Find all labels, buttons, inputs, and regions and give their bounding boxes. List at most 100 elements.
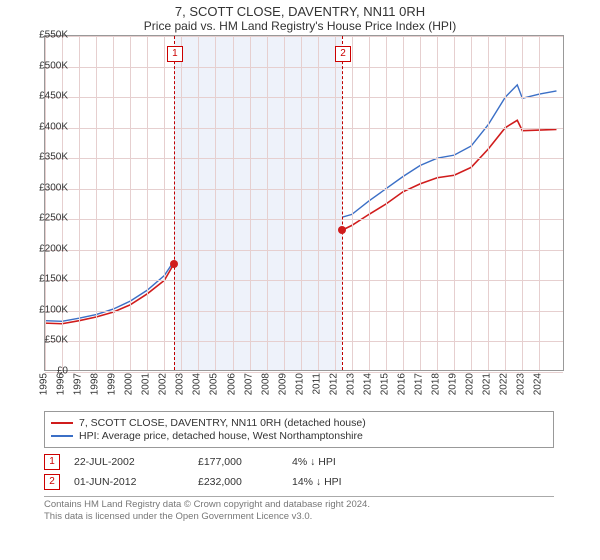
grid-line-v bbox=[250, 36, 251, 370]
legend-row: HPI: Average price, detached house, West… bbox=[51, 430, 547, 442]
x-axis-label: 2014 bbox=[362, 373, 373, 395]
footer-line: This data is licensed under the Open Gov… bbox=[44, 511, 590, 523]
y-axis-label: £50K bbox=[28, 335, 68, 346]
x-axis-label: 1999 bbox=[107, 373, 118, 395]
annotation-delta: 14% ↓ HPI bbox=[292, 476, 402, 488]
separator bbox=[44, 496, 554, 497]
annotation-row: 2 01-JUN-2012 £232,000 14% ↓ HPI bbox=[44, 472, 554, 492]
y-axis-label: £350K bbox=[28, 152, 68, 163]
page-title: 7, SCOTT CLOSE, DAVENTRY, NN11 0RH bbox=[0, 0, 600, 19]
x-axis-label: 2022 bbox=[499, 373, 510, 395]
y-axis-label: £100K bbox=[28, 304, 68, 315]
grid-line-v bbox=[284, 36, 285, 370]
page-subtitle: Price paid vs. HM Land Registry's House … bbox=[0, 19, 600, 35]
x-axis-label: 2010 bbox=[294, 373, 305, 395]
y-axis-label: £550K bbox=[28, 30, 68, 41]
grid-line-v bbox=[96, 36, 97, 370]
y-axis-label: £400K bbox=[28, 121, 68, 132]
grid-line-h bbox=[45, 219, 563, 220]
grid-line-v bbox=[522, 36, 523, 370]
grid-line-v bbox=[352, 36, 353, 370]
grid-line-v bbox=[267, 36, 268, 370]
x-axis-label: 2006 bbox=[226, 373, 237, 395]
annotation-date: 01-JUN-2012 bbox=[74, 476, 184, 488]
x-axis-label: 2008 bbox=[260, 373, 271, 395]
x-axis-label: 2019 bbox=[448, 373, 459, 395]
x-axis-label: 2001 bbox=[141, 373, 152, 395]
data-point-dot bbox=[338, 226, 346, 234]
grid-line-v bbox=[215, 36, 216, 370]
grid-line-v bbox=[318, 36, 319, 370]
grid-line-h bbox=[45, 341, 563, 342]
y-axis-label: £450K bbox=[28, 91, 68, 102]
footer-line: Contains HM Land Registry data © Crown c… bbox=[44, 499, 590, 511]
x-axis-label: 2009 bbox=[277, 373, 288, 395]
y-axis-label: £150K bbox=[28, 274, 68, 285]
x-axis-label: 2020 bbox=[465, 373, 476, 395]
grid-line-v bbox=[386, 36, 387, 370]
annotation-price: £177,000 bbox=[198, 456, 278, 468]
legend-label: HPI: Average price, detached house, West… bbox=[79, 430, 363, 442]
legend: 7, SCOTT CLOSE, DAVENTRY, NN11 0RH (deta… bbox=[44, 411, 554, 448]
x-axis-label: 2012 bbox=[328, 373, 339, 395]
grid-line-v bbox=[62, 36, 63, 370]
marker-dash bbox=[342, 36, 343, 370]
x-axis-label: 2011 bbox=[311, 373, 322, 395]
marker-dash bbox=[174, 36, 175, 370]
grid-line-h bbox=[45, 158, 563, 159]
annotation-delta: 4% ↓ HPI bbox=[292, 456, 402, 468]
legend-label: 7, SCOTT CLOSE, DAVENTRY, NN11 0RH (deta… bbox=[79, 417, 366, 429]
x-axis-label: 1998 bbox=[90, 373, 101, 395]
plot-area: 12 bbox=[44, 35, 564, 371]
grid-line-v bbox=[488, 36, 489, 370]
grid-line-v bbox=[403, 36, 404, 370]
grid-line-h bbox=[45, 189, 563, 190]
legend-swatch bbox=[51, 422, 73, 424]
annotation-date: 22-JUL-2002 bbox=[74, 456, 184, 468]
grid-line-v bbox=[301, 36, 302, 370]
data-point-dot bbox=[170, 260, 178, 268]
grid-line-v bbox=[454, 36, 455, 370]
x-axis-label: 1997 bbox=[73, 373, 84, 395]
marker-label: 1 bbox=[167, 46, 183, 62]
grid-line-v bbox=[437, 36, 438, 370]
x-axis-label: 2017 bbox=[414, 373, 425, 395]
grid-line-v bbox=[505, 36, 506, 370]
x-axis-label: 2021 bbox=[482, 373, 493, 395]
grid-line-h bbox=[45, 311, 563, 312]
legend-row: 7, SCOTT CLOSE, DAVENTRY, NN11 0RH (deta… bbox=[51, 417, 547, 429]
grid-line-h bbox=[45, 67, 563, 68]
annotation-marker: 2 bbox=[44, 474, 60, 490]
x-axis-label: 2024 bbox=[533, 373, 544, 395]
grid-line-v bbox=[471, 36, 472, 370]
grid-line-h bbox=[45, 97, 563, 98]
grid-line-h bbox=[45, 280, 563, 281]
x-axis-label: 2007 bbox=[243, 373, 254, 395]
grid-line-v bbox=[198, 36, 199, 370]
annotation-price: £232,000 bbox=[198, 476, 278, 488]
x-axis-label: 2018 bbox=[431, 373, 442, 395]
x-axis-label: 2013 bbox=[345, 373, 356, 395]
marker-label: 2 bbox=[335, 46, 351, 62]
grid-line-v bbox=[539, 36, 540, 370]
annotation-row: 1 22-JUL-2002 £177,000 4% ↓ HPI bbox=[44, 452, 554, 472]
x-axis-label: 2015 bbox=[379, 373, 390, 395]
grid-line-v bbox=[130, 36, 131, 370]
annotation-marker: 1 bbox=[44, 454, 60, 470]
grid-line-v bbox=[79, 36, 80, 370]
grid-line-v bbox=[113, 36, 114, 370]
grid-line-h bbox=[45, 250, 563, 251]
grid-line-v bbox=[164, 36, 165, 370]
legend-swatch bbox=[51, 435, 73, 437]
x-axis-label: 2004 bbox=[192, 373, 203, 395]
y-axis-label: £500K bbox=[28, 60, 68, 71]
grid-line-v bbox=[369, 36, 370, 370]
grid-line-v bbox=[147, 36, 148, 370]
grid-line-v bbox=[420, 36, 421, 370]
x-axis-label: 2002 bbox=[158, 373, 169, 395]
y-axis-label: £300K bbox=[28, 182, 68, 193]
chart-area: 12 £0£50K£100K£150K£200K£250K£300K£350K£… bbox=[44, 35, 590, 405]
annotation-table: 1 22-JUL-2002 £177,000 4% ↓ HPI 2 01-JUN-2012… bbox=[44, 452, 554, 492]
x-axis-label: 2016 bbox=[397, 373, 408, 395]
x-axis-label: 1996 bbox=[56, 373, 67, 395]
